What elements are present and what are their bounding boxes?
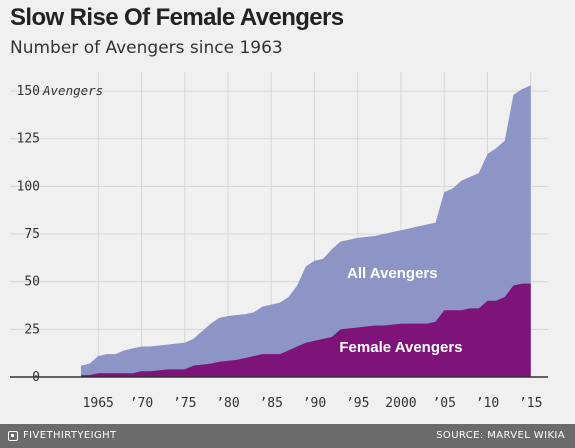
x-tick-label: ’05 bbox=[432, 396, 455, 411]
y-tick-label: 75 bbox=[24, 227, 40, 242]
x-tick-label: ’10 bbox=[476, 396, 499, 411]
x-tick-label: ’95 bbox=[346, 396, 369, 411]
y-tick-label: 125 bbox=[17, 132, 40, 147]
brand-label: FIVETHIRTYEIGHT bbox=[23, 430, 117, 441]
x-tick-label: ’85 bbox=[259, 396, 282, 411]
area-label: Female Avengers bbox=[339, 339, 462, 356]
y-tick-label: 0 bbox=[32, 370, 40, 385]
chart-areas bbox=[80, 85, 531, 377]
area-labels: All Avengers Female Avengers bbox=[339, 265, 462, 356]
area-chart: 0 25 50 75 100 125 150 Avengers 1965 ’70 ’75 ’80 ’8… bbox=[10, 72, 548, 411]
footer: FIVETHIRTYEIGHT SOURCE: MARVEL WIKIA bbox=[0, 424, 575, 448]
area-female-avengers bbox=[80, 283, 531, 377]
x-tick-label: ’75 bbox=[173, 396, 196, 411]
x-tick-label: ’80 bbox=[216, 396, 239, 411]
x-axis-ticks: 1965 ’70 ’75 ’80 ’85 ’90 ’95 2000 ’05 ’10 ’15 bbox=[83, 396, 543, 411]
y-tick-label: 50 bbox=[24, 275, 40, 290]
chart-subtitle: Number of Avengers since 1963 bbox=[10, 38, 283, 58]
x-tick-label: ’90 bbox=[303, 396, 326, 411]
y-axis-ticks: 0 25 50 75 100 125 150 Avengers bbox=[17, 83, 104, 385]
x-tick-label: ’70 bbox=[130, 396, 153, 411]
source-credit: SOURCE: MARVEL WIKIA bbox=[436, 430, 565, 441]
brand[interactable]: FIVETHIRTYEIGHT bbox=[8, 430, 117, 441]
fivethirtyeight-logo-icon bbox=[8, 430, 18, 441]
area-label: All Avengers bbox=[347, 265, 438, 282]
chart-title: Slow Rise Of Female Avengers bbox=[10, 4, 344, 31]
x-tick-label: 2000 bbox=[385, 396, 416, 411]
y-unit-label: Avengers bbox=[42, 83, 103, 98]
area-all-avengers bbox=[80, 85, 531, 377]
y-tick-label: 100 bbox=[17, 179, 40, 194]
y-tick-label: 150 bbox=[17, 84, 40, 99]
y-tick-label: 25 bbox=[24, 322, 40, 337]
x-tick-label: 1965 bbox=[83, 396, 114, 411]
x-tick-label: ’15 bbox=[519, 396, 542, 411]
